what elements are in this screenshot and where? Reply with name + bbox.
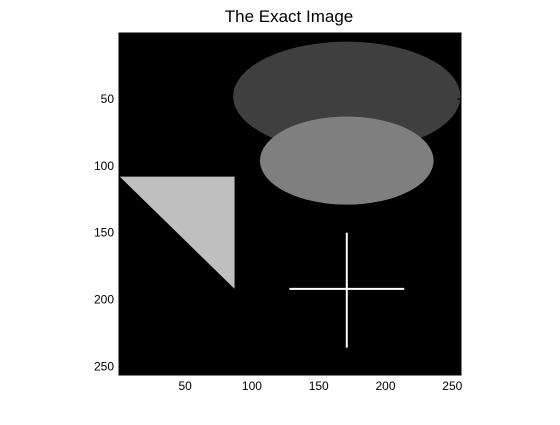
plot-area <box>118 32 462 376</box>
x-tick-label: 50 <box>178 379 192 393</box>
y-tick-label: 150 <box>94 226 114 240</box>
y-tick-label: 200 <box>94 293 114 307</box>
light-ellipse <box>259 116 434 205</box>
chart-title: The Exact Image <box>225 7 354 26</box>
image-shapes <box>119 41 461 348</box>
y-tick-label: 50 <box>101 92 115 106</box>
x-tick-label: 100 <box>242 379 262 393</box>
x-axis: 50 100 150 200 250 <box>178 33 463 393</box>
x-tick-label: 150 <box>309 379 329 393</box>
axes-frame <box>118 32 462 376</box>
triangle <box>119 176 235 289</box>
x-tick-label: 250 <box>442 379 462 393</box>
y-tick-label: 250 <box>94 359 114 373</box>
y-tick-label: 100 <box>94 159 114 173</box>
dark-ellipse <box>233 41 461 152</box>
y-axis: 50 100 150 200 250 <box>94 92 461 373</box>
x-tick-label: 200 <box>376 379 396 393</box>
